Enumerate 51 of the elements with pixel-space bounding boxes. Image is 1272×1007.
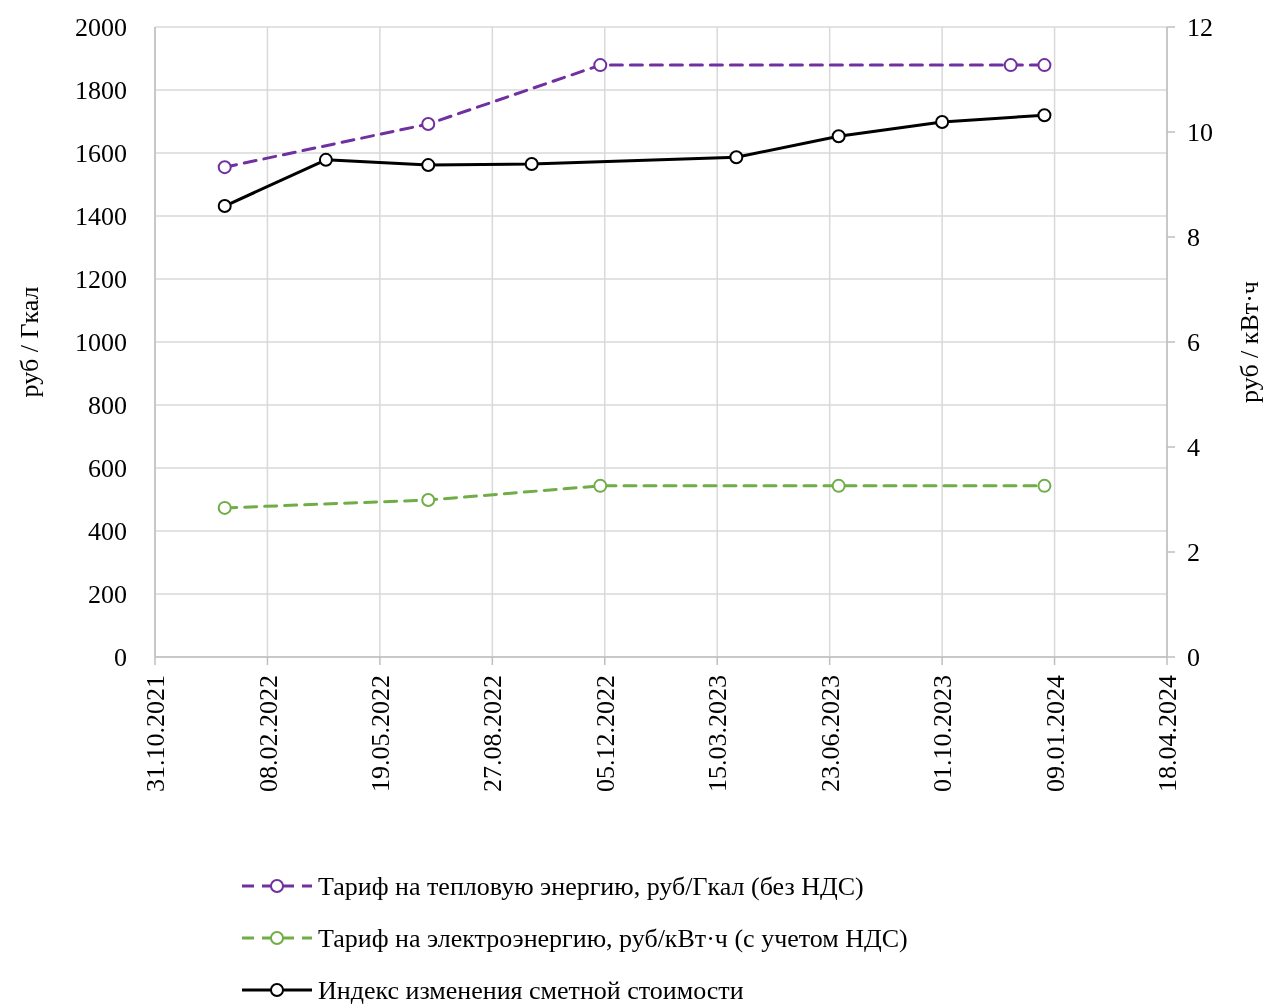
point (318, 152, 333, 167)
y-axis-title: руб / Гкал (15, 286, 44, 398)
y2-tick-label: 0 (1187, 643, 1200, 673)
y2-tick-label: 4 (1187, 433, 1200, 463)
x-tick-label: 31.10.2021 (141, 675, 171, 792)
point (593, 58, 608, 73)
point (421, 158, 436, 173)
y2-tick-label: 2 (1187, 538, 1200, 568)
x-tick-label: 05.12.2022 (590, 675, 620, 792)
y-tick-label: 1200 (75, 265, 127, 295)
x-tick-label: 01.10.2023 (928, 675, 958, 792)
y2-tick-label: 6 (1187, 328, 1200, 358)
point (1037, 108, 1052, 123)
y-tick-label: 1800 (75, 76, 127, 106)
point (421, 493, 436, 508)
point (831, 478, 846, 493)
y-tick-label: 1000 (75, 328, 127, 358)
y-tick-label: 800 (88, 391, 127, 421)
x-tick-label: 23.06.2023 (815, 675, 845, 792)
y2-axis-title: руб / кВт·ч (1235, 281, 1264, 403)
y2-tick-label: 12 (1187, 13, 1213, 43)
legend-label: Индекс изменения сметной стоимости (318, 976, 744, 1006)
point (831, 129, 846, 144)
y2-tick-label: 8 (1187, 223, 1200, 253)
point (729, 150, 744, 165)
point (1037, 478, 1052, 493)
x-tick-label: 19.05.2022 (365, 675, 395, 792)
point (524, 157, 539, 172)
point (217, 160, 232, 175)
y-tick-label: 600 (88, 454, 127, 484)
x-tick-label: 27.08.2022 (478, 675, 508, 792)
point (1003, 58, 1018, 73)
y-tick-label: 2000 (75, 13, 127, 43)
point (935, 115, 950, 130)
x-tick-label: 15.03.2023 (703, 675, 733, 792)
x-tick-label: 18.04.2024 (1153, 675, 1183, 792)
y-tick-label: 200 (88, 580, 127, 610)
y2-tick-label: 10 (1187, 118, 1213, 148)
point (217, 199, 232, 214)
x-tick-label: 09.01.2024 (1040, 675, 1070, 792)
point (421, 117, 436, 132)
y-tick-label: 400 (88, 517, 127, 547)
y-tick-label: 1400 (75, 202, 127, 232)
legend-label: Тариф на тепловую энергию, руб/Гкал (без НДС) (318, 872, 864, 902)
y-tick-label: 0 (114, 643, 127, 673)
point (1037, 58, 1052, 73)
point (593, 478, 608, 493)
point (217, 500, 232, 515)
x-tick-label: 08.02.2022 (253, 675, 283, 792)
y-tick-label: 1600 (75, 139, 127, 169)
legend-label: Тариф на электроэнергию, руб/кВт·ч (с учетом НДС) (318, 924, 908, 954)
